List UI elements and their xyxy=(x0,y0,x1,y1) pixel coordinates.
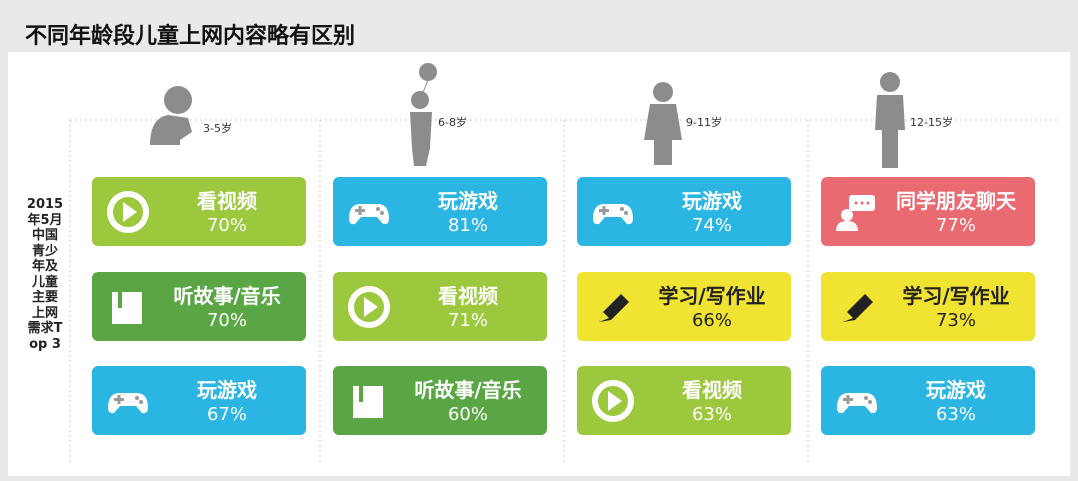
need-percent: 77% xyxy=(935,215,976,236)
need-label: 玩游戏 xyxy=(197,378,257,402)
need-card: 听故事/音乐 60% xyxy=(333,366,547,435)
icon xyxy=(833,189,881,235)
icon xyxy=(345,189,393,235)
need-card: 同学朋友聊天 77% xyxy=(821,177,1035,246)
need-percent: 60% xyxy=(447,404,488,425)
need-card: 看视频 63% xyxy=(577,366,791,435)
age-label: 3-5岁 xyxy=(203,122,232,135)
need-percent: 67% xyxy=(206,404,247,425)
need-percent: 70% xyxy=(206,215,247,236)
need-percent: 70% xyxy=(206,310,247,331)
need-label: 听故事/音乐 xyxy=(414,378,522,402)
icon xyxy=(345,378,393,424)
need-label: 学习/写作业 xyxy=(902,284,1010,308)
icon xyxy=(589,189,637,235)
icon xyxy=(589,284,637,330)
title: 不同年龄段儿童上网内容略有区别 xyxy=(25,24,356,49)
need-card: 看视频 71% xyxy=(333,272,547,341)
icon xyxy=(589,378,637,424)
age-label: 12-15岁 xyxy=(910,116,953,129)
need-percent: 63% xyxy=(935,404,976,425)
need-label: 看视频 xyxy=(197,189,257,213)
need-label: 看视频 xyxy=(682,378,742,402)
need-label: 玩游戏 xyxy=(438,189,498,213)
need-percent: 73% xyxy=(935,310,976,331)
icon xyxy=(345,284,393,330)
icon xyxy=(104,189,152,235)
need-card: 学习/写作业 66% xyxy=(577,272,791,341)
need-card: 玩游戏 67% xyxy=(92,366,306,435)
age-label: 9-11岁 xyxy=(686,116,722,129)
need-percent: 81% xyxy=(447,215,488,236)
side-label: 2015年5月中国青少年及儿童主要上网需求Top 3 xyxy=(26,197,64,352)
need-card: 听故事/音乐 70% xyxy=(92,272,306,341)
need-card: 玩游戏 81% xyxy=(333,177,547,246)
need-card: 看视频 70% xyxy=(92,177,306,246)
need-label: 玩游戏 xyxy=(682,189,742,213)
need-percent: 66% xyxy=(691,310,732,331)
need-card: 学习/写作业 73% xyxy=(821,272,1035,341)
need-label: 玩游戏 xyxy=(926,378,986,402)
need-card: 玩游戏 74% xyxy=(577,177,791,246)
need-card: 玩游戏 63% xyxy=(821,366,1035,435)
need-percent: 71% xyxy=(447,310,488,331)
icon xyxy=(104,284,152,330)
need-label: 同学朋友聊天 xyxy=(896,189,1016,213)
need-percent: 74% xyxy=(691,215,732,236)
icon xyxy=(104,378,152,424)
icon xyxy=(833,284,881,330)
icon xyxy=(833,378,881,424)
age-label: 6-8岁 xyxy=(438,116,467,129)
need-label: 学习/写作业 xyxy=(658,284,766,308)
need-label: 听故事/音乐 xyxy=(173,284,281,308)
need-percent: 63% xyxy=(691,404,732,425)
need-label: 看视频 xyxy=(438,284,498,308)
